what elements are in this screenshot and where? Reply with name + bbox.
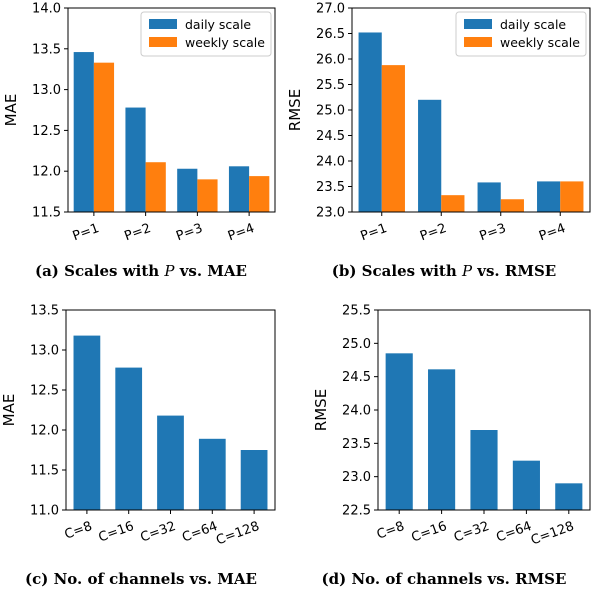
bar-a-daily-P-1 [73, 52, 94, 213]
x-tick-label: P=3 [174, 221, 205, 244]
y-tick-label: 25.0 [316, 104, 345, 119]
y-tick-label: 13.5 [32, 42, 61, 57]
y-tick-label: 24.5 [342, 370, 371, 385]
y-tick-label: 24.5 [316, 129, 345, 144]
bar-a-daily-P-4 [228, 166, 250, 212]
x-tick-label: P=4 [226, 221, 257, 244]
bar-d-C-32 [470, 430, 498, 510]
x-tick-label: C=128 [529, 519, 576, 548]
bar-a-weekly-P-1 [93, 62, 115, 212]
legend-label-weekly: weekly scale [500, 35, 580, 50]
bar-d-C-8 [385, 353, 413, 510]
y-tick-label: 23.5 [342, 437, 371, 452]
chart-d: 22.523.023.524.024.525.025.5C=8 C=16 C=32 C… [312, 304, 591, 588]
y-axis-label: RMSE [312, 389, 330, 431]
legend-swatch-daily [464, 19, 492, 29]
bar-b-weekly-P-2 [441, 195, 465, 212]
x-tick-label: P=3 [478, 221, 509, 244]
legend-label-weekly: weekly scale [185, 35, 265, 50]
x-tick-label: P=1 [359, 221, 390, 244]
y-tick-label: 25.5 [342, 304, 371, 319]
plot-frame-a [67, 7, 276, 213]
y-tick-label: 26.0 [316, 53, 345, 68]
y-axis-label: MAE [0, 394, 18, 427]
x-tick-label: C=16 [410, 519, 449, 546]
x-tick-label: C=32 [138, 519, 177, 546]
bar-a-weekly-P-2 [145, 162, 166, 212]
y-tick-label: 13.5 [30, 304, 59, 319]
caption-d: (d) No. of channels vs. RMSE [322, 570, 567, 588]
bar-b-daily-P-3 [477, 182, 501, 212]
x-tick-label: P=1 [71, 221, 102, 244]
y-tick-label: 11.0 [30, 504, 59, 519]
bar-c-C-128 [240, 450, 268, 510]
bar-b-daily-P-2 [418, 99, 442, 212]
y-tick-label: 11.5 [30, 464, 59, 479]
chart-a: 11.5 12.0 12.5 13.0 13.5 14.0 P=1 P=2 P=3 P=4 MAE d… [2, 2, 276, 280]
bar-b-daily-P-4 [537, 181, 561, 212]
x-tick-label: C=8 [375, 519, 407, 543]
x-tick-label: P=2 [418, 221, 449, 244]
y-tick-label: 25.0 [342, 337, 371, 352]
x-tick-label: C=8 [63, 519, 95, 543]
caption-b: (b) Scales with P vs. RMSE [332, 262, 556, 280]
y-tick-label: 12.0 [30, 424, 59, 439]
legend-a: daily scale weekly scale [140, 11, 272, 57]
y-tick-label: 22.5 [342, 504, 371, 519]
y-tick-label: 24.0 [316, 155, 345, 170]
bar-b-weekly-P-3 [500, 199, 524, 212]
chart-c: 11.0 11.5 12.0 12.5 13.0 13.5 C=8 C=16 C=32 C=64C… [0, 304, 276, 588]
bar-c-C-8 [73, 335, 101, 510]
y-tick-label: 12.5 [30, 384, 59, 399]
y-tick-label: 12.5 [32, 124, 61, 139]
y-tick-label: 27.0 [316, 2, 345, 17]
y-tick-label: 14.0 [32, 2, 61, 17]
bar-b-daily-P-1 [358, 32, 382, 213]
y-tick-label: 23.0 [342, 470, 371, 485]
caption-a: (a) Scales with P vs. MAE [35, 262, 247, 280]
legend-swatch-daily [149, 19, 177, 29]
x-tick-label: C=64 [494, 519, 533, 546]
y-tick-label: 13.0 [32, 83, 61, 98]
y-tick-label: 25.5 [316, 78, 345, 93]
bar-b-weekly-P-4 [560, 181, 584, 212]
bar-a-daily-P-2 [125, 107, 146, 212]
x-tick-label: C=32 [452, 519, 491, 546]
bar-a-weekly-P-4 [249, 176, 270, 212]
y-tick-label: 12.0 [32, 165, 61, 180]
x-tick-label: P=2 [122, 221, 153, 244]
bar-a-weekly-P-3 [197, 179, 218, 212]
y-tick-label: 23.0 [316, 206, 345, 221]
bar-c-C-16 [115, 367, 143, 510]
bar-a-daily-P-3 [177, 168, 198, 212]
legend-label-daily: daily scale [185, 17, 251, 32]
caption-c: (c) No. of channels vs. MAE [25, 570, 257, 588]
legend-b: daily scale weekly scale [455, 11, 587, 57]
x-tick-label: C=128 [214, 519, 261, 548]
bar-c-C-32 [157, 415, 184, 510]
bar-d-C-128 [555, 483, 583, 510]
legend-label-daily: daily scale [500, 17, 566, 32]
y-axis-label: RMSE [286, 89, 304, 131]
bar-b-weekly-P-1 [381, 65, 405, 213]
bar-d-C-64 [512, 460, 540, 510]
x-tick-label: C=64 [180, 519, 219, 546]
legend-swatch-weekly [464, 37, 492, 47]
x-tick-label: C=16 [97, 519, 136, 546]
y-tick-label: 13.0 [30, 344, 59, 359]
y-axis-label: MAE [2, 94, 20, 127]
x-tick-label: P=4 [537, 221, 568, 244]
legend-swatch-weekly [149, 37, 177, 47]
y-tick-label: 23.5 [316, 180, 345, 195]
bar-d-C-16 [428, 369, 456, 510]
chart-b: 23.0 23.5 24.0 24.5 25.0 25.5 26.0 26.5 27.0 P=1 P… [286, 2, 591, 280]
bar-c-C-64 [198, 438, 226, 510]
y-tick-label: 24.0 [342, 404, 371, 419]
y-tick-label: 26.5 [316, 27, 345, 42]
y-tick-label: 11.5 [32, 206, 61, 221]
